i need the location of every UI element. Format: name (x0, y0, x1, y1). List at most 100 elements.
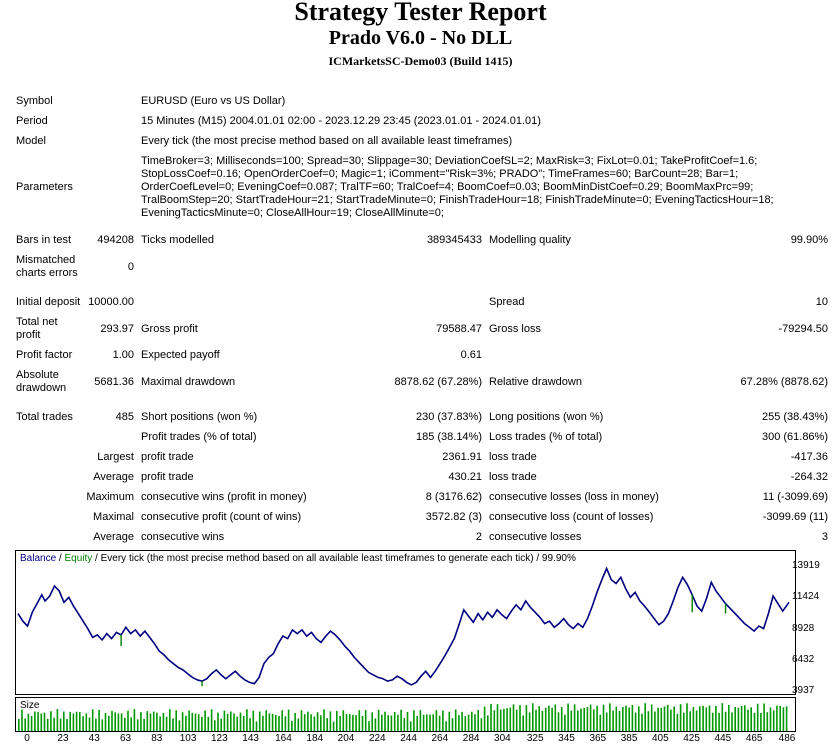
size-bar (307, 711, 309, 731)
size-bar (140, 712, 142, 731)
size-bar (686, 703, 688, 731)
size-bar (149, 713, 152, 731)
size-bar (660, 707, 663, 731)
x-tick-label: 365 (589, 733, 607, 744)
size-bar (785, 706, 788, 731)
size-bar (544, 707, 547, 731)
quality-value: 99.90% (790, 234, 828, 246)
x-tick-label: 486 (778, 733, 796, 744)
size-bar (152, 711, 155, 731)
size-bar (760, 713, 762, 731)
net-profit-label: Total net profit (16, 316, 58, 341)
total-trades-label: Total trades (16, 411, 73, 423)
size-bar (442, 710, 444, 731)
size-bar (567, 703, 569, 731)
size-bar (413, 710, 415, 731)
size-bar (390, 715, 393, 731)
size-bar (72, 713, 75, 731)
size-bar (275, 715, 277, 731)
size-bar (252, 710, 255, 731)
size-bar (509, 707, 512, 731)
size-bar (329, 711, 332, 731)
parameters-label: Parameters (16, 181, 73, 193)
legend-separator: / (56, 553, 65, 564)
size-bar (769, 707, 772, 731)
size-bar (258, 711, 261, 731)
size-bar (699, 706, 701, 731)
x-tick-label: 103 (179, 733, 197, 744)
size-bar (117, 713, 120, 731)
average-loss-label: loss trade (489, 471, 537, 483)
size-bar (223, 710, 226, 731)
mismatch-value: 0 (127, 261, 134, 273)
size-bar (503, 708, 505, 731)
size-bar (467, 714, 470, 731)
size-bar (278, 716, 280, 731)
model-value: Every tick (the most precise method base… (141, 135, 513, 147)
size-label: Size (20, 700, 40, 711)
size-bar (255, 721, 258, 731)
size-bar (445, 721, 447, 731)
size-bar (98, 709, 100, 731)
size-bar (352, 714, 354, 731)
size-bar (233, 713, 235, 731)
x-tick-label: 123 (211, 733, 228, 744)
quality-label: Modelling quality (489, 234, 571, 246)
size-bar (692, 707, 695, 731)
size-bar (650, 704, 653, 731)
x-tick-label: 325 (526, 733, 544, 744)
x-tick-label: 23 (57, 733, 69, 744)
size-bar (156, 712, 158, 731)
size-bar (181, 712, 184, 731)
size-bar (124, 717, 126, 731)
size-bar (577, 710, 579, 731)
ticks-value: 389345433 (426, 234, 482, 246)
size-bar (162, 712, 165, 731)
size-bar (40, 713, 43, 731)
size-bar (393, 712, 396, 731)
size-bar (50, 711, 52, 731)
bars-label: Bars in test (16, 234, 72, 246)
size-bar (490, 703, 492, 731)
size-bar (320, 715, 322, 731)
size-bar (46, 718, 49, 731)
size-bar (451, 718, 454, 731)
size-bar (766, 712, 769, 731)
size-bar (194, 713, 197, 731)
size-bar (136, 719, 139, 731)
size-bar (191, 712, 194, 731)
size-bar (403, 718, 406, 731)
size-bar (34, 711, 36, 731)
maximal-drawdown-label: Maximal drawdown (141, 376, 236, 388)
long-positions-label: Long positions (won %) (489, 411, 604, 423)
balance-line (17, 566, 790, 686)
size-bar (679, 704, 682, 731)
avg-consecutive-label: Average (93, 531, 134, 543)
relative-drawdown-label: Relative drawdown (489, 376, 582, 388)
size-bar (66, 719, 68, 731)
size-bar (724, 711, 727, 731)
profit-trades-label: Profit trades (% of total) (141, 431, 257, 443)
size-bar (602, 704, 605, 731)
size-bar (63, 711, 65, 731)
size-bar (59, 718, 62, 731)
size-bar (586, 707, 589, 731)
size-bar (670, 709, 672, 731)
size-bar (493, 710, 496, 731)
long-positions-value: 255 (38.43%) (761, 411, 828, 423)
size-bar (21, 709, 23, 731)
loss-trades-value: 300 (61.86%) (761, 431, 828, 443)
deposit-label: Initial deposit (16, 296, 81, 308)
size-bar (387, 715, 389, 731)
average-profit-value: 430.21 (448, 471, 482, 483)
x-tick-label: 345 (558, 733, 575, 744)
maximal-consecutive-loss-label: consecutive loss (count of losses) (489, 511, 654, 523)
profit-factor-value: 1.00 (112, 349, 134, 361)
size-bar (666, 704, 669, 731)
x-tick-label: 204 (337, 733, 355, 744)
size-bar (287, 709, 290, 731)
symbol-value: EURUSD (Euro vs US Dollar) (141, 95, 286, 107)
bars-value: 494208 (97, 234, 134, 246)
size-bar (554, 704, 557, 731)
size-bar (689, 711, 691, 731)
